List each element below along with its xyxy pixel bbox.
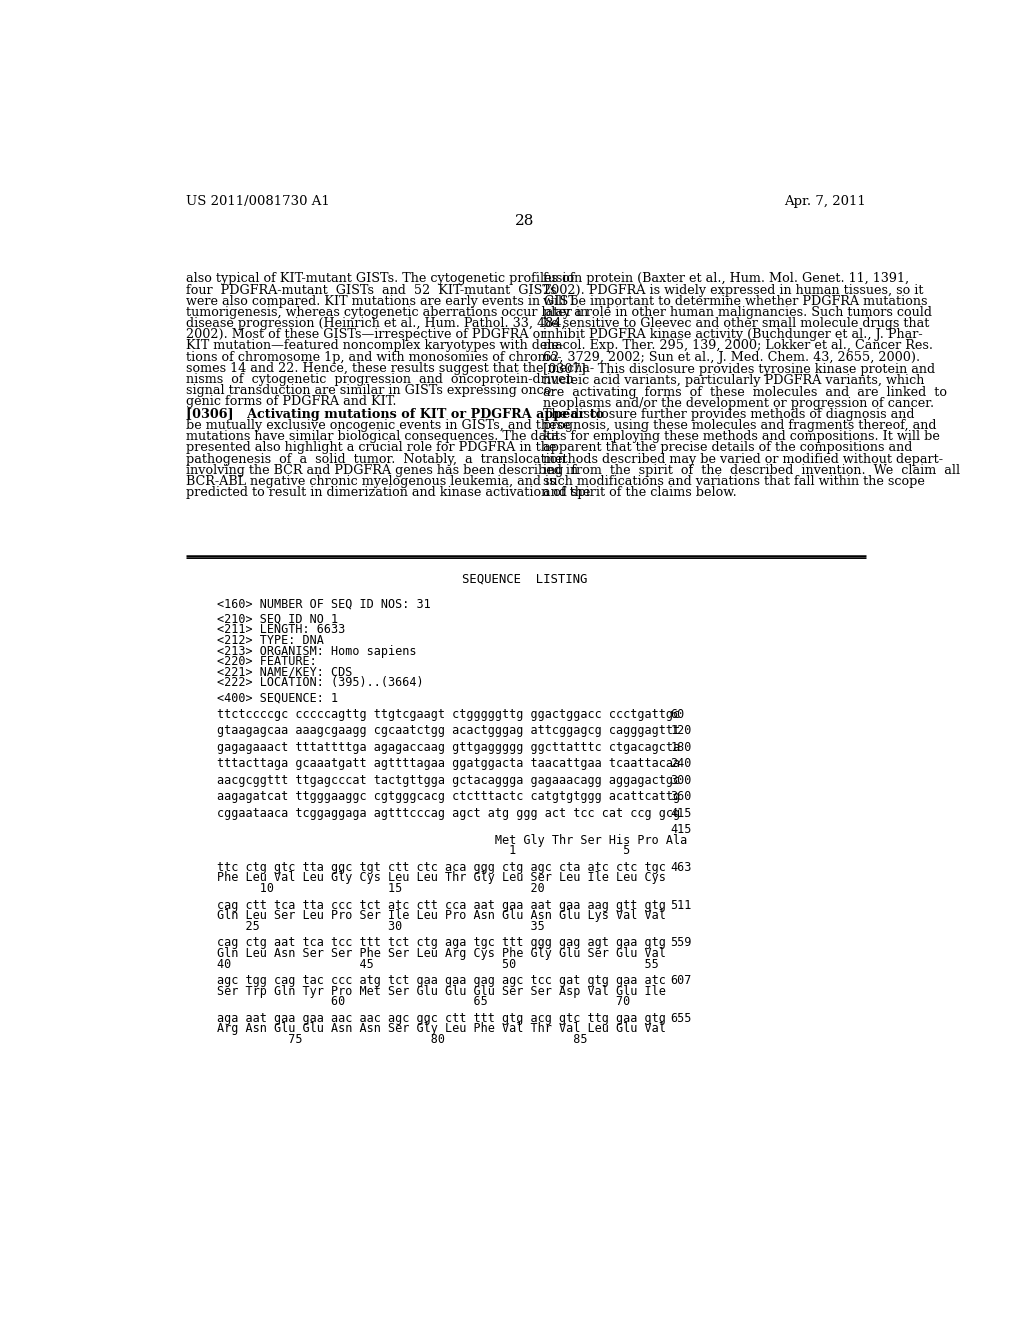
Text: fusion protein (Baxter et al., Hum. Mol. Genet. 11, 1391,: fusion protein (Baxter et al., Hum. Mol.…: [543, 272, 908, 285]
Text: nisms  of  cytogenetic  progression  and  oncoprotein-driven: nisms of cytogenetic progression and onc…: [186, 372, 573, 385]
Text: Met Gly Thr Ser His Pro Ala: Met Gly Thr Ser His Pro Ala: [217, 834, 687, 846]
Text: aacgcggttt ttgagcccat tactgttgga gctacaggga gagaaacagg aggagactgc: aacgcggttt ttgagcccat tactgttgga gctacag…: [217, 774, 680, 787]
Text: somes 14 and 22. Hence, these results suggest that the mecha-: somes 14 and 22. Hence, these results su…: [186, 362, 594, 375]
Text: such modifications and variations that fall within the scope: such modifications and variations that f…: [543, 475, 925, 488]
Text: signal transduction are similar in GISTs expressing onco-: signal transduction are similar in GISTs…: [186, 384, 556, 397]
Text: 511: 511: [671, 899, 692, 912]
Text: gagagaaact tttattttga agagaccaag gttgaggggg ggcttatttc ctgacagcta: gagagaaact tttattttga agagaccaag gttgagg…: [217, 741, 680, 754]
Text: 655: 655: [671, 1011, 692, 1024]
Text: ttctccccgc cccccagttg ttgtcgaagt ctgggggttg ggactggacc ccctgattgc: ttctccccgc cccccagttg ttgtcgaagt ctggggg…: [217, 708, 680, 721]
Text: presented also highlight a crucial role for PDGFRA in the: presented also highlight a crucial role …: [186, 441, 556, 454]
Text: [0306]   Activating mutations of KIT or PDGFRA appear to: [0306] Activating mutations of KIT or PD…: [186, 408, 604, 421]
Text: genic forms of PDGFRA and KIT.: genic forms of PDGFRA and KIT.: [186, 395, 396, 408]
Text: nucleic acid variants, particularly PDGFRA variants, which: nucleic acid variants, particularly PDGF…: [543, 375, 924, 387]
Text: 120: 120: [671, 725, 692, 738]
Text: 463: 463: [671, 861, 692, 874]
Text: 180: 180: [671, 741, 692, 754]
Text: be sensitive to Gleevec and other small molecule drugs that: be sensitive to Gleevec and other small …: [543, 317, 929, 330]
Text: 415: 415: [671, 807, 692, 820]
Text: be mutually exclusive oncogenic events in GISTs, and these: be mutually exclusive oncogenic events i…: [186, 418, 570, 432]
Text: <160> NUMBER OF SEQ ID NOS: 31: <160> NUMBER OF SEQ ID NOS: 31: [217, 598, 431, 610]
Text: predicted to result in dimerization and kinase activation of the: predicted to result in dimerization and …: [186, 486, 591, 499]
Text: 360: 360: [671, 791, 692, 803]
Text: macol. Exp. Ther. 295, 139, 2000; Lokker et al., Cancer Res.: macol. Exp. Ther. 295, 139, 2000; Lokker…: [543, 339, 933, 352]
Text: Gln Leu Asn Ser Ser Phe Ser Leu Arg Cys Phe Gly Glu Ser Glu Val: Gln Leu Asn Ser Ser Phe Ser Leu Arg Cys …: [217, 946, 666, 960]
Text: inhibit PDGFRA kinase activity (Buchdunger et al., J. Phar-: inhibit PDGFRA kinase activity (Buchdung…: [543, 329, 923, 341]
Text: Phe Leu Val Leu Gly Cys Leu Leu Thr Gly Leu Ser Leu Ile Leu Cys: Phe Leu Val Leu Gly Cys Leu Leu Thr Gly …: [217, 871, 666, 884]
Text: will be important to determine whether PDGFRA mutations: will be important to determine whether P…: [543, 294, 927, 308]
Text: <212> TYPE: DNA: <212> TYPE: DNA: [217, 634, 324, 647]
Text: Apr. 7, 2011: Apr. 7, 2011: [784, 195, 866, 209]
Text: SEQUENCE  LISTING: SEQUENCE LISTING: [462, 573, 588, 586]
Text: ing  from  the  spirit  of  the  described  invention.  We  claim  all: ing from the spirit of the described inv…: [543, 463, 959, 477]
Text: Ser Trp Gln Tyr Pro Met Ser Glu Glu Glu Ser Ser Asp Val Glu Ile: Ser Trp Gln Tyr Pro Met Ser Glu Glu Glu …: [217, 985, 666, 998]
Text: Arg Asn Glu Glu Asn Asn Ser Gly Leu Phe Val Thr Val Leu Glu Val: Arg Asn Glu Glu Asn Asn Ser Gly Leu Phe …: [217, 1022, 666, 1035]
Text: apparent that the precise details of the compositions and: apparent that the precise details of the…: [543, 441, 912, 454]
Text: gtaagagcaa aaagcgaagg cgcaatctgg acactgggag attcggagcg cagggagttt: gtaagagcaa aaagcgaagg cgcaatctgg acactgg…: [217, 725, 680, 738]
Text: aagagatcat ttgggaaggc cgtgggcacg ctctttactc catgtgtggg acattcattg: aagagatcat ttgggaaggc cgtgggcacg ctcttta…: [217, 791, 680, 803]
Text: tttacttaga gcaaatgatt agttttagaa ggatggacta taacattgaa tcaattacaa: tttacttaga gcaaatgatt agttttagaa ggatgga…: [217, 758, 680, 771]
Text: <210> SEQ ID NO 1: <210> SEQ ID NO 1: [217, 612, 338, 626]
Text: 2002). Most of these GISTs—irrespective of PDGFRA or: 2002). Most of these GISTs—irrespective …: [186, 329, 547, 341]
Text: 28: 28: [515, 214, 535, 228]
Text: <221> NAME/KEY: CDS: <221> NAME/KEY: CDS: [217, 665, 352, 678]
Text: <213> ORGANISM: Homo sapiens: <213> ORGANISM: Homo sapiens: [217, 644, 417, 657]
Text: are  activating  forms  of  these  molecules  and  are  linked  to: are activating forms of these molecules …: [543, 385, 946, 399]
Text: mutations have similar biological consequences. The data: mutations have similar biological conseq…: [186, 430, 559, 444]
Text: 415: 415: [671, 824, 692, 836]
Text: <400> SEQUENCE: 1: <400> SEQUENCE: 1: [217, 692, 338, 705]
Text: <211> LENGTH: 6633: <211> LENGTH: 6633: [217, 623, 345, 636]
Text: play a role in other human malignancies. Such tumors could: play a role in other human malignancies.…: [543, 306, 932, 319]
Text: 60                  65                  70: 60 65 70: [217, 995, 631, 1008]
Text: prognosis, using these molecules and fragments thereof, and: prognosis, using these molecules and fra…: [543, 418, 936, 432]
Text: KIT mutation—featured noncomplex karyotypes with dele-: KIT mutation—featured noncomplex karyoty…: [186, 339, 563, 352]
Text: and spirit of the claims below.: and spirit of the claims below.: [543, 486, 736, 499]
Text: <220> FEATURE:: <220> FEATURE:: [217, 655, 316, 668]
Text: 2002). PDGFRA is widely expressed in human tissues, so it: 2002). PDGFRA is widely expressed in hum…: [543, 284, 923, 297]
Text: tions of chromosome 1p, and with monosomies of chromo-: tions of chromosome 1p, and with monosom…: [186, 351, 561, 363]
Text: cag ctg aat tca tcc ttt tct ctg aga tgc ttt ggg gag agt gaa gtg: cag ctg aat tca tcc ttt tct ctg aga tgc …: [217, 936, 666, 949]
Text: 10                15                  20: 10 15 20: [217, 882, 545, 895]
Text: 75                  80                  85: 75 80 85: [217, 1034, 588, 1045]
Text: <222> LOCATION: (395)..(3664): <222> LOCATION: (395)..(3664): [217, 676, 424, 689]
Text: [0307]   This disclosure provides tyrosine kinase protein and: [0307] This disclosure provides tyrosine…: [543, 363, 935, 376]
Text: disease progression (Heinrich et al., Hum. Pathol. 33, 484,: disease progression (Heinrich et al., Hu…: [186, 317, 565, 330]
Text: 1               5: 1 5: [217, 845, 631, 858]
Text: Gln Leu Ser Leu Pro Ser Ile Leu Pro Asn Glu Asn Glu Lys Val Val: Gln Leu Ser Leu Pro Ser Ile Leu Pro Asn …: [217, 909, 666, 923]
Text: 607: 607: [671, 974, 692, 987]
Text: four  PDGFRA-mutant  GISTs  and  52  KIT-mutant  GISTs: four PDGFRA-mutant GISTs and 52 KIT-muta…: [186, 284, 557, 297]
Text: 25                  30                  35: 25 30 35: [217, 920, 545, 933]
Text: cag ctt tca tta ccc tct atc ctt cca aat gaa aat gaa aag gtt gtg: cag ctt tca tta ccc tct atc ctt cca aat …: [217, 899, 666, 912]
Text: 300: 300: [671, 774, 692, 787]
Text: cggaataaca tcggaggaga agtttcccag agct atg ggg act tcc cat ccg gcg: cggaataaca tcggaggaga agtttcccag agct at…: [217, 807, 680, 820]
Text: 60: 60: [671, 708, 685, 721]
Text: involving the BCR and PDGFRA genes has been described in: involving the BCR and PDGFRA genes has b…: [186, 463, 579, 477]
Text: also typical of KIT-mutant GISTs. The cytogenetic profiles of: also typical of KIT-mutant GISTs. The cy…: [186, 272, 574, 285]
Text: The disclosure further provides methods of diagnosis and: The disclosure further provides methods …: [543, 408, 914, 421]
Text: methods described may be varied or modified without depart-: methods described may be varied or modif…: [543, 453, 943, 466]
Text: agc tgg cag tac ccc atg tct gaa gaa gag agc tcc gat gtg gaa atc: agc tgg cag tac ccc atg tct gaa gaa gag …: [217, 974, 666, 987]
Text: ttc ctg gtc tta ggc tgt ctt ctc aca ggg ctg agc cta atc ctc tgc: ttc ctg gtc tta ggc tgt ctt ctc aca ggg …: [217, 861, 666, 874]
Text: 559: 559: [671, 936, 692, 949]
Text: US 2011/0081730 A1: US 2011/0081730 A1: [186, 195, 330, 209]
Text: pathogenesis  of  a  solid  tumor.  Notably,  a  translocation: pathogenesis of a solid tumor. Notably, …: [186, 453, 565, 466]
Text: aga aat gaa gaa aac aac agc ggc ctt ttt gtg acg gtc ttg gaa gtg: aga aat gaa gaa aac aac agc ggc ctt ttt …: [217, 1011, 666, 1024]
Text: tumorigenesis, whereas cytogenetic aberrations occur later in: tumorigenesis, whereas cytogenetic aberr…: [186, 306, 589, 319]
Text: 40                  45                  50                  55: 40 45 50 55: [217, 957, 658, 970]
Text: were also compared. KIT mutations are early events in GIST: were also compared. KIT mutations are ea…: [186, 294, 577, 308]
Text: neoplasms and/or the development or progression of cancer.: neoplasms and/or the development or prog…: [543, 397, 934, 409]
Text: 62, 3729, 2002; Sun et al., J. Med. Chem. 43, 2655, 2000).: 62, 3729, 2002; Sun et al., J. Med. Chem…: [543, 351, 920, 363]
Text: 240: 240: [671, 758, 692, 771]
Text: kits for employing these methods and compositions. It will be: kits for employing these methods and com…: [543, 430, 939, 444]
Text: BCR-ABL negative chronic myelogenous leukemia, and is: BCR-ABL negative chronic myelogenous leu…: [186, 475, 556, 488]
